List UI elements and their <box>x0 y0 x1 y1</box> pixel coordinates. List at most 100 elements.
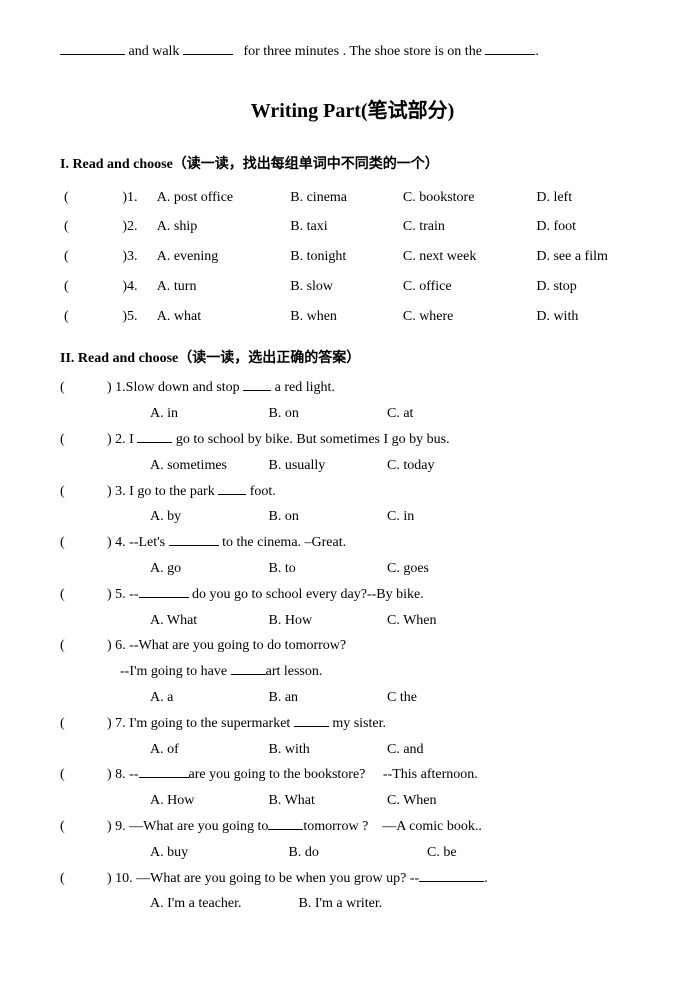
choice-a: A. How <box>150 789 265 813</box>
choice-a: A. a <box>150 686 265 710</box>
choice-b: B. tonight <box>286 242 399 272</box>
blank <box>218 480 246 495</box>
choice-c: C. in <box>387 505 414 529</box>
question-stem: do you go to school every day?--By bike. <box>192 587 424 602</box>
blank <box>268 815 303 830</box>
choices-row: A. by B. on C. in <box>60 505 645 529</box>
choice-b: B. do <box>289 841 424 865</box>
choice-c: C. at <box>387 402 413 426</box>
choice-a: A. what <box>153 302 286 332</box>
paren: ( <box>60 242 74 272</box>
choice-b: B. to <box>269 557 384 581</box>
page-title: Writing Part(笔试部分) <box>60 94 645 128</box>
question-stem: ) 9. —What are you going to <box>107 819 268 834</box>
question-stem: go to school by bike. But sometimes I go… <box>176 432 450 447</box>
choice-d: D. stop <box>532 272 645 302</box>
table-row: ( )5. A. what B. when C. where D. with <box>60 302 645 332</box>
answer-blank <box>74 272 119 302</box>
blank <box>169 531 219 546</box>
question-row: ( ) 8. --are you going to the bookstore?… <box>60 763 645 787</box>
choices-row: A. sometimes B. usually C. today <box>60 454 645 478</box>
question-stem: --I'm going to have <box>120 664 227 679</box>
choice-c: C. When <box>387 789 437 813</box>
choice-a: A. buy <box>150 841 285 865</box>
paren: ( <box>60 183 74 213</box>
choice-c: C. and <box>387 738 424 762</box>
blank <box>60 40 125 55</box>
choice-a: A. What <box>150 609 265 633</box>
worksheet-page: and walk for three minutes . The shoe st… <box>0 0 695 958</box>
paren: ( <box>60 531 70 555</box>
choice-b: B. What <box>269 789 384 813</box>
question-row: ( ) 6. --What are you going to do tomorr… <box>60 634 645 658</box>
choice-b: B. I'm a writer. <box>299 896 383 911</box>
choice-c: C. When <box>387 609 437 633</box>
question-row: ( ) 7. I'm going to the supermarket my s… <box>60 712 645 736</box>
choices-row: A. I'm a teacher. B. I'm a writer. <box>60 892 645 916</box>
choice-b: B. on <box>269 505 384 529</box>
question-stem: ) 3. I go to the park <box>107 484 215 499</box>
question-row: ( ) 5. -- do you go to school every day?… <box>60 583 645 607</box>
choice-b: B. slow <box>286 272 399 302</box>
choices-row: A. How B. What C. When <box>60 789 645 813</box>
table-row: ( )1. A. post office B. cinema C. bookst… <box>60 183 645 213</box>
choice-a: A. sometimes <box>150 454 265 478</box>
choice-b: B. taxi <box>286 212 399 242</box>
question-stem: tomorrow ? <box>303 819 368 834</box>
paren: ( <box>60 712 70 736</box>
q-num: )1. <box>118 183 152 213</box>
intro-period: . <box>535 44 539 59</box>
choice-c: C. bookstore <box>399 183 532 213</box>
question-subline: --I'm going to have art lesson. <box>60 660 645 684</box>
section1-heading: I. Read and choose（读一读，找出每组单词中不同类的一个） <box>60 153 645 177</box>
question-stem: ) 7. I'm going to the supermarket <box>107 716 290 731</box>
blank <box>183 40 233 55</box>
q-num: )3. <box>118 242 152 272</box>
section2-heading: II. Read and choose（读一读，选出正确的答案） <box>60 347 645 371</box>
question-row: ( ) 3. I go to the park foot. <box>60 480 645 504</box>
choice-c: C. goes <box>387 557 429 581</box>
choices-row: A. buy B. do C. be <box>60 841 645 865</box>
paren: ( <box>60 583 70 607</box>
q-num: )4. <box>118 272 152 302</box>
blank <box>485 40 535 55</box>
blank <box>419 867 484 882</box>
table-row: ( )2. A. ship B. taxi C. train D. foot <box>60 212 645 242</box>
choice-a: A. of <box>150 738 265 762</box>
choice-c: C. next week <box>399 242 532 272</box>
blank <box>139 763 189 778</box>
question-row: ( ) 4. --Let's to the cinema. –Great. <box>60 531 645 555</box>
choice-b: B. usually <box>269 454 384 478</box>
paren: ( <box>60 480 70 504</box>
choice-b: B. an <box>269 686 384 710</box>
blank <box>139 583 189 598</box>
choice-c: C. where <box>399 302 532 332</box>
choice-a: A. go <box>150 557 265 581</box>
question-stem: to the cinema. –Great. <box>222 535 346 550</box>
question-tail: —A comic book.. <box>382 819 482 834</box>
paren: ( <box>60 867 70 891</box>
choice-a: A. turn <box>153 272 286 302</box>
choices-row: A. go B. to C. goes <box>60 557 645 581</box>
choice-d: D. foot <box>532 212 645 242</box>
question-stem: are you going to the bookstore? <box>189 767 366 782</box>
question-stem: art lesson. <box>266 664 323 679</box>
question-row: ( ) 10. —What are you going to be when y… <box>60 867 645 891</box>
paren: ( <box>60 212 74 242</box>
question-row: ( ) 9. —What are you going totomorrow ? … <box>60 815 645 839</box>
question-row: ( ) 2. I go to school by bike. But somet… <box>60 428 645 452</box>
choice-a: A. evening <box>153 242 286 272</box>
question-row: ( ) 1.Slow down and stop a red light. <box>60 376 645 400</box>
choice-a: A. post office <box>153 183 286 213</box>
section1-table: ( )1. A. post office B. cinema C. bookst… <box>60 183 645 332</box>
choice-b: B. How <box>269 609 384 633</box>
answer-blank <box>74 302 119 332</box>
question-stem: a red light. <box>275 380 335 395</box>
choice-d: D. with <box>532 302 645 332</box>
choices-row: A. in B. on C. at <box>60 402 645 426</box>
question-stem: my sister. <box>332 716 386 731</box>
question-stem: ) 5. -- <box>107 587 139 602</box>
paren: ( <box>60 763 70 787</box>
choices-row: A. of B. with C. and <box>60 738 645 762</box>
choice-a: A. by <box>150 505 265 529</box>
